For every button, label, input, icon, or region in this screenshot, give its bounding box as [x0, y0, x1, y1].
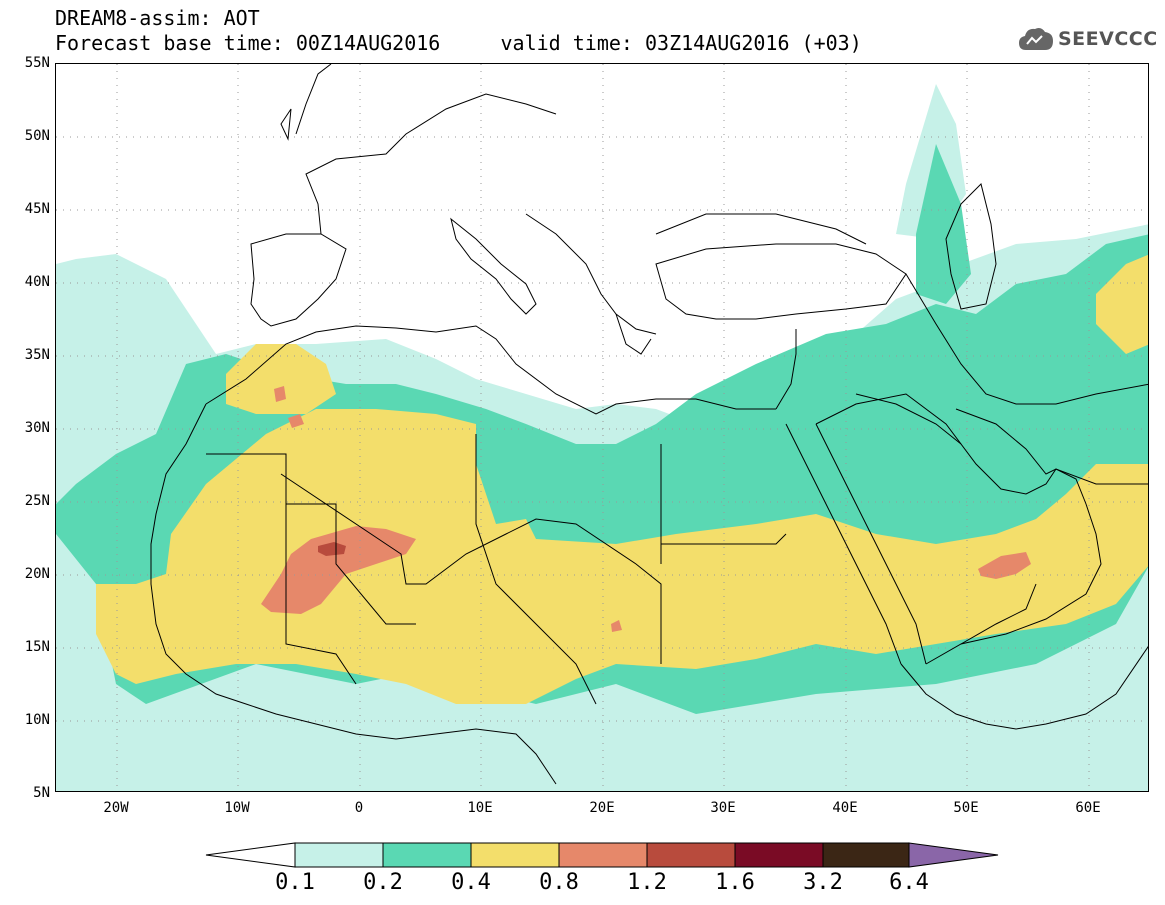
lon-label: 20W	[103, 800, 129, 816]
colorbar	[205, 842, 999, 868]
colorbar-label: 0.8	[539, 870, 579, 895]
colorbar-segment	[734, 842, 824, 868]
lat-label: 5N	[33, 785, 50, 801]
colorbar-segment	[646, 842, 736, 868]
lon-label: 60E	[1075, 800, 1101, 816]
colorbar-label: 0.1	[275, 870, 315, 895]
lat-label: 40N	[24, 274, 50, 290]
lat-label: 20N	[24, 566, 50, 582]
lat-label: 30N	[24, 420, 50, 436]
cloud-icon	[1019, 28, 1053, 50]
lat-label: 15N	[24, 639, 50, 655]
map-title: DREAM8-assim: AOT	[55, 6, 260, 30]
colorbar-segment	[558, 842, 648, 868]
graticule	[56, 64, 1148, 791]
aot-level-0.8	[261, 386, 1031, 632]
lon-label: 10E	[467, 800, 493, 816]
lat-label: 50N	[24, 128, 50, 144]
lon-label: 50E	[953, 800, 979, 816]
logo-text: SEEVCCC	[1058, 28, 1158, 50]
colorbar-segment	[470, 842, 560, 868]
lon-label: 30E	[710, 800, 736, 816]
colorbar-under-triangle	[205, 842, 296, 868]
lon-label: 40E	[832, 800, 858, 816]
lat-label: 35N	[24, 347, 50, 363]
seevccc-logo: SEEVCCC	[1018, 22, 1158, 56]
colorbar-label: 0.4	[451, 870, 491, 895]
aot-level-0.4	[96, 254, 1148, 704]
colorbar-segment	[294, 842, 384, 868]
lat-label: 10N	[24, 712, 50, 728]
colorbar-segment	[822, 842, 910, 868]
aot-map	[55, 63, 1149, 792]
lon-label: 20E	[589, 800, 615, 816]
coastlines-borders	[150, 64, 1148, 785]
colorbar-label: 6.4	[889, 870, 929, 895]
lat-label: 25N	[24, 493, 50, 509]
colorbar-label: 1.2	[627, 870, 667, 895]
colorbar-segment	[382, 842, 472, 868]
colorbar-over-triangle	[908, 842, 999, 868]
aot-level-1.2	[318, 542, 346, 556]
lat-label: 55N	[24, 55, 50, 71]
colorbar-label: 0.2	[363, 870, 403, 895]
colorbar-label: 1.6	[715, 870, 755, 895]
lon-label: 0	[354, 800, 364, 816]
colorbar-label: 3.2	[803, 870, 843, 895]
forecast-time-subtitle: Forecast base time: 00Z14AUG2016 valid t…	[55, 31, 862, 55]
lat-label: 45N	[24, 201, 50, 217]
lon-label: 10W	[224, 800, 250, 816]
